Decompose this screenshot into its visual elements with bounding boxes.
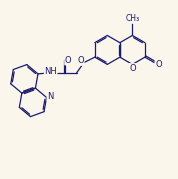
Text: O: O	[129, 64, 136, 72]
Text: N: N	[47, 92, 53, 101]
Text: CH₃: CH₃	[125, 14, 139, 23]
Text: O: O	[65, 56, 71, 65]
Text: O: O	[77, 56, 84, 66]
Text: O: O	[155, 61, 162, 69]
Text: NH: NH	[44, 67, 57, 76]
